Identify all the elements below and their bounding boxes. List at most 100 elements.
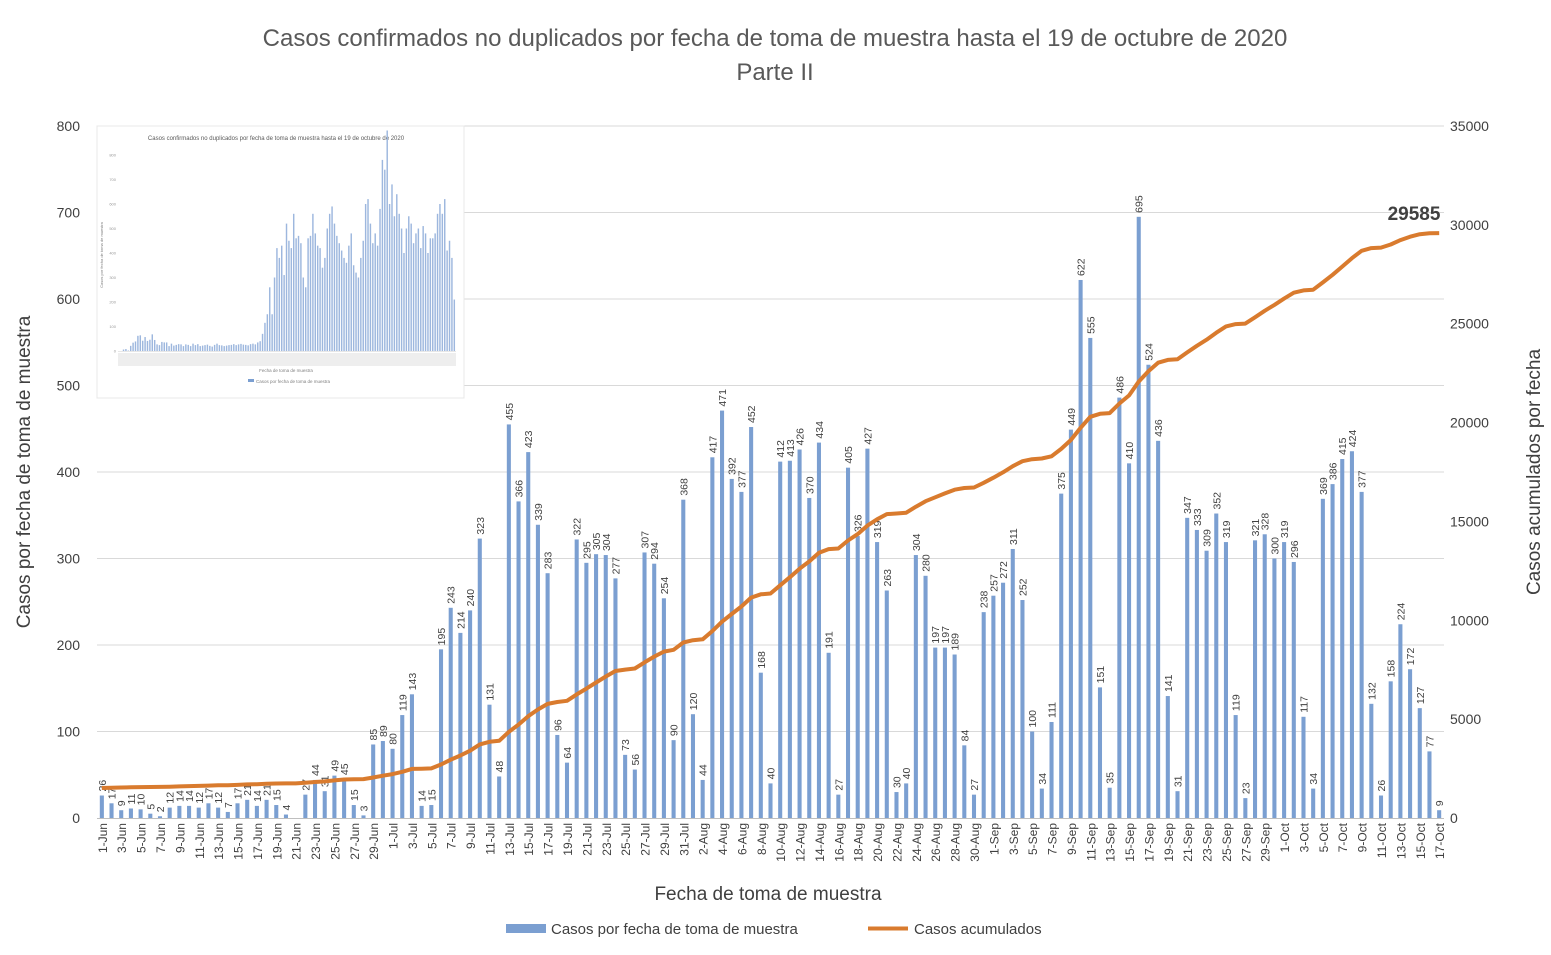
- inset-bar: [147, 341, 148, 351]
- bar: [497, 776, 501, 818]
- bar: [361, 815, 365, 818]
- inset-bar: [164, 342, 165, 351]
- bar: [1185, 518, 1189, 818]
- bar: [255, 806, 259, 818]
- bar: [177, 806, 181, 818]
- left-tick-label: 200: [57, 637, 81, 653]
- bar: [284, 815, 288, 818]
- inset-bar: [293, 214, 294, 351]
- bar-data-label: 9: [1434, 800, 1446, 806]
- bar-data-label: 410: [1124, 442, 1136, 460]
- bar-data-label: 427: [862, 427, 874, 445]
- right-tick-label: 20000: [1450, 415, 1489, 431]
- inset-bar: [204, 345, 205, 351]
- inset-bar: [149, 340, 150, 351]
- x-tick-label: 2-Aug: [697, 823, 711, 855]
- inset-bar: [276, 248, 277, 351]
- bar-data-label: 15: [426, 789, 438, 801]
- x-tick-label: 31-Jul: [677, 823, 691, 856]
- bar: [1340, 459, 1344, 818]
- inset-bar: [152, 334, 153, 351]
- bar-data-label: 695: [1134, 195, 1146, 213]
- bar-data-label: 45: [339, 763, 351, 775]
- bar: [633, 770, 637, 818]
- y-axis-right-label: Casos acumulados por fecha: [1524, 349, 1545, 596]
- x-tick-label: 12-Aug: [794, 823, 808, 862]
- x-tick-label: 11-Oct: [1375, 822, 1389, 858]
- bar-data-label: 296: [1289, 540, 1301, 558]
- x-tick-label: 1-Sep: [987, 823, 1001, 855]
- bar: [1427, 751, 1431, 818]
- bar: [439, 649, 443, 818]
- x-tick-label: 14-Aug: [813, 823, 827, 862]
- bar-data-label: 377: [1357, 470, 1369, 488]
- x-tick-label: 27-Sep: [1239, 823, 1253, 862]
- bar-data-label: 27: [969, 779, 981, 791]
- bar-data-label: 417: [707, 436, 719, 454]
- bar-data-label: 283: [543, 552, 555, 570]
- inset-bar: [329, 214, 330, 351]
- bar: [206, 803, 210, 818]
- x-tick-label: 17-Jul: [542, 823, 556, 856]
- bar: [1389, 681, 1393, 818]
- inset-bar: [202, 346, 203, 351]
- bar-data-label: 132: [1366, 682, 1378, 700]
- bar-data-label: 434: [814, 421, 826, 439]
- bar-data-label: 131: [484, 683, 496, 701]
- bar: [885, 591, 889, 818]
- x-tick-label: 27-Jun: [348, 823, 362, 860]
- bar-data-label: 141: [1163, 674, 1175, 692]
- inset-bar: [211, 347, 212, 351]
- inset-bar: [310, 236, 311, 351]
- inset-bar: [140, 335, 141, 351]
- bar-data-label: 40: [901, 768, 913, 780]
- bar: [1360, 492, 1364, 818]
- inset-bar: [259, 341, 260, 351]
- inset-bar: [386, 131, 387, 352]
- bar: [226, 812, 230, 818]
- x-tick-label: 10-Aug: [774, 823, 788, 862]
- x-tick-label: 9-Sep: [1065, 823, 1079, 855]
- inset-bar: [216, 344, 217, 351]
- bar-data-label: 111: [1047, 702, 1059, 718]
- inset-bar: [240, 344, 241, 351]
- bar: [817, 443, 821, 818]
- x-tick-label: 11-Jul: [483, 823, 497, 855]
- inset-bar: [144, 337, 145, 351]
- inset-bar: [434, 233, 435, 351]
- bar-data-label: 300: [1269, 537, 1281, 555]
- inset-bar: [188, 345, 189, 351]
- x-tick-label: 7-Jun: [154, 823, 168, 853]
- bar-data-label: 449: [1066, 408, 1078, 426]
- inset-bar: [334, 224, 335, 351]
- bar-data-label: 486: [1114, 376, 1126, 394]
- bar: [1127, 463, 1131, 818]
- bar-data-label: 322: [572, 518, 584, 536]
- bar: [216, 808, 220, 818]
- inset-bar: [190, 346, 191, 351]
- bar: [1195, 530, 1199, 818]
- x-tick-label: 15-Jul: [522, 823, 536, 856]
- bar: [391, 749, 395, 818]
- inset-bar: [159, 345, 160, 351]
- bar: [458, 633, 462, 818]
- x-tick-label: 9-Oct: [1356, 822, 1370, 852]
- inset-bar: [245, 345, 246, 351]
- legend-bar-label: Casos por fecha de toma de muestra: [551, 921, 798, 938]
- bar: [352, 805, 356, 818]
- inset-bar: [415, 233, 416, 351]
- bar-data-label: 333: [1192, 508, 1204, 526]
- bar: [158, 816, 162, 818]
- inset-bar: [398, 214, 399, 351]
- x-tick-label: 22-Aug: [890, 823, 904, 862]
- x-tick-label: 25-Jun: [328, 823, 342, 860]
- inset-bar: [418, 229, 419, 352]
- inset-bar: [156, 344, 157, 351]
- bar-data-label: 436: [1153, 419, 1165, 437]
- inset-bar: [252, 344, 253, 351]
- inset-bar: [166, 342, 167, 351]
- left-tick-label: 600: [57, 291, 81, 307]
- inset-bar: [235, 345, 236, 351]
- x-tick-label: 28-Aug: [949, 823, 963, 862]
